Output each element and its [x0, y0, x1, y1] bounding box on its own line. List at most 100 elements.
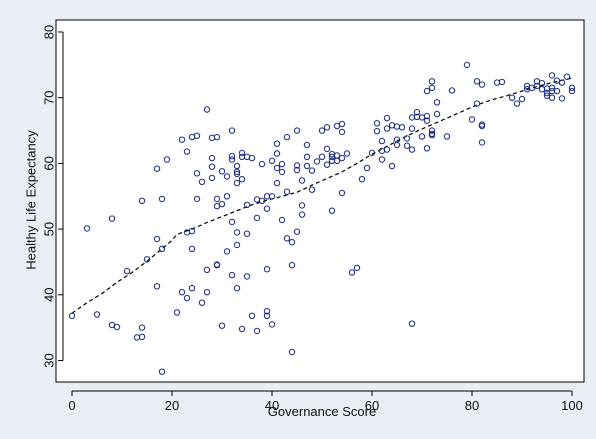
scatter-point — [203, 289, 211, 296]
scatter-point — [343, 150, 351, 157]
x-tick-label: 100 — [561, 398, 583, 413]
scatter-point — [478, 139, 486, 146]
scatter-point — [233, 170, 241, 178]
scatter-point — [253, 327, 261, 335]
scatter-point — [283, 133, 291, 141]
scatter-point — [568, 84, 576, 92]
trend-series — [71, 77, 573, 314]
scatter-point — [303, 153, 311, 161]
scatter-point — [158, 245, 166, 253]
scatter-point — [398, 124, 406, 131]
scatter-point — [198, 178, 206, 186]
scatter-point — [193, 132, 201, 140]
scatter-point — [273, 150, 281, 157]
scatter-point — [153, 235, 161, 243]
scatter-point — [198, 299, 206, 306]
scatter-point — [273, 179, 281, 187]
scatter-point — [338, 189, 346, 197]
scatter-point — [558, 95, 566, 102]
scatter-point — [408, 146, 416, 153]
scatter-point — [208, 163, 216, 170]
scatter-point — [413, 109, 421, 116]
scatter-point — [243, 201, 251, 209]
scatter-point — [323, 161, 331, 168]
scatter-point — [463, 61, 471, 69]
scatter-point — [373, 128, 381, 135]
scatter-point — [298, 177, 306, 184]
scatter-point — [448, 87, 456, 94]
scatter-point — [233, 241, 241, 249]
scatter-point — [213, 133, 221, 141]
scatter-point — [408, 320, 416, 327]
scatter-point — [298, 211, 306, 218]
scatter-point — [298, 202, 306, 209]
scatter-point — [138, 324, 146, 331]
scatter-point — [318, 153, 326, 161]
scatter-point — [433, 99, 441, 106]
scatter-point — [558, 79, 566, 86]
scatter-point — [428, 78, 436, 85]
scatter-series — [68, 61, 576, 375]
scatter-point — [423, 117, 431, 124]
scatter-point — [153, 283, 161, 290]
scatter-point — [183, 148, 191, 155]
scatter-point — [473, 100, 481, 107]
scatter-point — [93, 311, 101, 318]
scatter-point — [313, 158, 321, 165]
y-tick-label: 70 — [42, 90, 57, 104]
scatter-point — [548, 84, 556, 92]
scatter-point — [268, 193, 276, 200]
scatter-point — [338, 128, 346, 136]
scatter-point — [223, 173, 231, 180]
x-tick-label: 80 — [465, 398, 479, 413]
scatter-point — [238, 176, 246, 183]
scatter-point — [478, 121, 486, 128]
scatter-point — [423, 145, 431, 152]
x-axis-title: Governance Score — [268, 404, 376, 419]
scatter-point — [228, 153, 236, 160]
y-tick-label: 80 — [42, 25, 57, 39]
scatter-point — [408, 125, 416, 132]
scatter-point — [228, 271, 236, 279]
scatter-point — [258, 160, 266, 168]
scatter-point — [568, 87, 576, 95]
scatter-point — [428, 84, 436, 92]
scatter-point — [213, 195, 221, 203]
scatter-point — [338, 154, 346, 162]
scatter-point — [263, 308, 271, 315]
scatter-point — [308, 167, 316, 174]
plot-area — [55, 19, 585, 383]
scatter-point — [513, 100, 521, 107]
scatter-point — [223, 193, 231, 200]
scatter-point — [178, 289, 186, 296]
scatter-point — [233, 179, 241, 187]
scatter-point — [328, 207, 336, 214]
scatter-point — [188, 245, 196, 253]
scatter-point — [403, 142, 411, 149]
y-tick-label: 60 — [42, 156, 57, 170]
scatter-point — [178, 136, 186, 143]
scatter-point — [263, 266, 271, 273]
scatter-point — [403, 135, 411, 142]
scatter-point — [273, 164, 281, 172]
scatter-point — [163, 156, 171, 163]
scatter-point — [508, 94, 516, 101]
scatter-point — [193, 170, 201, 177]
scatter-point — [293, 228, 301, 235]
scatter-point — [553, 87, 561, 95]
scatter-point — [538, 80, 546, 87]
scatter-point — [283, 235, 291, 242]
scatter-point — [478, 81, 486, 88]
scatter-point — [353, 264, 361, 272]
scatter-point — [423, 112, 431, 120]
scatter-point — [378, 137, 386, 145]
x-axis-ticks: 0 20 40 60 80 100 — [68, 391, 583, 413]
scatter-point — [278, 168, 286, 176]
scatter-point — [393, 136, 401, 143]
x-tick-label: 40 — [265, 398, 279, 413]
scatter-point — [258, 197, 266, 205]
scatter-point — [228, 218, 236, 226]
scatter-point — [188, 227, 196, 235]
trend-line — [71, 77, 573, 314]
